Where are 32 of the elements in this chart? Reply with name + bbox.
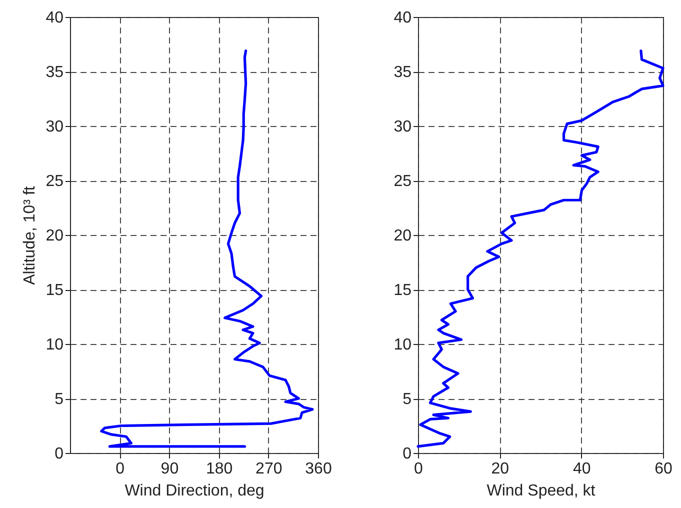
x-axis-title: Wind Direction, deg bbox=[124, 482, 264, 500]
line-series bbox=[416, 49, 664, 448]
x-tick-label: 40 bbox=[572, 460, 591, 478]
x-tick-label: 0 bbox=[116, 460, 125, 478]
x-tick-label: 60 bbox=[654, 460, 672, 478]
y-tick-label: 25 bbox=[46, 173, 64, 190]
y-tick-label: 10 bbox=[46, 336, 64, 354]
line-series bbox=[100, 49, 314, 448]
x-tick-label: 90 bbox=[160, 460, 179, 478]
y-tick-label: 15 bbox=[46, 282, 64, 299]
x-axis-title: Wind Speed, kt bbox=[486, 482, 596, 500]
y-tick-label: 0 bbox=[54, 446, 64, 462]
x-tick-label: 270 bbox=[256, 460, 282, 478]
y-tick-label: 40 bbox=[394, 10, 412, 26]
y-tick-label: 35 bbox=[46, 64, 64, 81]
y-tick-label: 20 bbox=[394, 228, 412, 244]
x-tick-label: 0 bbox=[414, 460, 424, 478]
y-tick-label: 30 bbox=[394, 118, 412, 136]
y-tick-label: 25 bbox=[394, 173, 412, 190]
y-tick-label: 20 bbox=[46, 228, 64, 244]
y-tick-label: 40 bbox=[46, 10, 64, 26]
y-tick-label: 5 bbox=[54, 391, 64, 408]
y-tick-label: 5 bbox=[402, 391, 412, 408]
y-tick-label: 10 bbox=[394, 336, 412, 354]
x-tick-label: 20 bbox=[491, 460, 510, 478]
y-tick-label: 30 bbox=[46, 118, 64, 136]
y-axis-title: Altitude, 10³ ft bbox=[22, 186, 39, 285]
y-tick-label: 15 bbox=[394, 282, 412, 299]
y-tick-label: 35 bbox=[394, 64, 412, 81]
y-tick-label: 0 bbox=[402, 446, 412, 462]
x-tick-label: 180 bbox=[206, 460, 233, 478]
x-tick-label: 360 bbox=[305, 460, 332, 478]
